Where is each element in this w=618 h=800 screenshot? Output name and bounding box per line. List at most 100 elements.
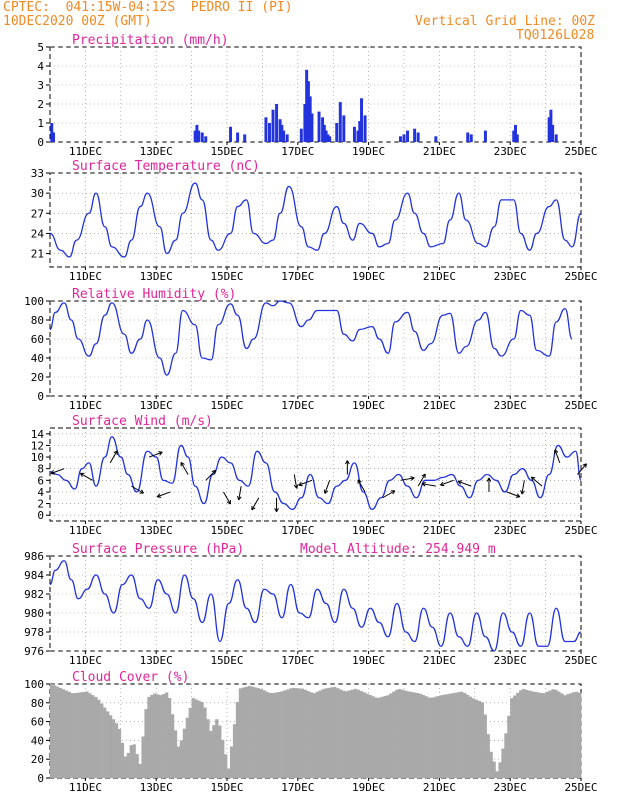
cloud-bar [439,695,443,778]
cloud-bar [533,691,538,778]
cloud-bar [477,700,481,778]
cloud-bar [173,730,178,778]
cloud-bar [436,696,440,778]
temp-ytick-label: 33 [31,167,44,180]
precip-bar [322,124,326,142]
cloud-bar [510,698,514,778]
precip-bar [197,130,201,142]
cloud-bar [563,695,567,778]
cloud-bar [247,686,251,778]
precip-bar [324,130,328,142]
precip-bar [305,69,309,142]
precip-bar [413,128,417,142]
temp-ytick-label: 30 [31,187,44,200]
cloud-bar [386,695,390,778]
rh-ytick-label: 60 [31,333,44,346]
cloud-bar [353,688,358,778]
wind-arrow [223,491,231,505]
cloud-bar [560,693,564,778]
pres-xtick-label: 11DEC [69,654,102,667]
cloud-bar [406,691,411,778]
cloud-bar [232,724,237,778]
wind-arrow [109,450,118,464]
pres-series-line [49,560,582,652]
cloud-bar [347,690,352,778]
cloud-bar [498,762,502,778]
wind-arrow [180,462,189,475]
cloud-bar [120,742,125,778]
cloud-bar [463,692,467,778]
wind-arrow [357,479,366,493]
cloud-bar [542,693,546,778]
rh-xtick-label: 25DEC [564,399,597,412]
pres-title: Surface Pressure (hPa) [72,542,244,557]
precip-bar [303,104,307,142]
wind-arrowhead [226,500,231,505]
cloud-bar [123,756,127,778]
wind-arrowhead [236,495,242,501]
pres-ytick-label: 984 [24,569,44,582]
cloud-bar [345,691,349,778]
cloud-bar [271,693,275,778]
cloud-bar [82,691,86,778]
precip-bar [356,130,360,142]
wind-arrowhead [323,489,329,494]
cloud-bar [200,702,204,778]
cloud-bar [324,688,328,778]
cloud-bar [288,688,293,778]
wind-arrowhead [421,481,427,487]
cloud-bar [415,692,420,778]
cloud-bar [191,698,195,778]
cloud-bar [572,692,576,778]
cloud-bar [480,702,484,778]
precip-xtick-label: 23DEC [494,145,527,158]
cloud-bar [554,689,558,778]
cloud-xtick-label: 13DEC [140,781,173,794]
cloud-bar [100,703,104,778]
rh-ytick-label: 80 [31,314,44,327]
cloud-bar [430,697,434,778]
precip-bar [278,119,282,142]
cloud-bar [569,693,573,778]
precip-title: Precipitation (mm/h) [72,33,229,48]
temp-xtick-label: 17DEC [281,270,314,283]
cloud-bar [150,694,154,778]
wind-ytick-label: 6 [37,474,44,487]
cloud-bar [265,691,269,778]
cloud-bar [58,687,63,778]
wind-arrowhead [251,505,256,511]
cloud-bar [309,692,313,778]
cloud-bar [522,689,526,778]
precip-frame [49,46,582,143]
precip-bar [406,130,410,142]
wind-arrow [205,470,217,481]
cloud-bar [194,699,198,778]
cloud-bar [206,719,210,778]
pres-xtick-label: 13DEC [140,654,173,667]
cloud-bar [412,692,417,778]
precip-bar [193,130,197,142]
cloud-bar [551,689,555,778]
precip-bar [275,104,279,142]
wind-title: Surface Wind (m/s) [72,414,213,429]
precip-bar [326,134,330,142]
temp-xtick-label: 11DEC [69,270,102,283]
precip-xtick-label: 19DEC [352,145,385,158]
precip-bar [469,134,473,142]
wind-arrowhead [298,481,303,487]
wind-arrow [157,491,171,498]
wind-arrow [521,480,525,495]
model-id: TQ0126L028 [516,28,595,43]
precip-bar [335,123,339,142]
precip-bar [299,128,303,142]
cloud-bar [371,696,375,778]
cloud-xtick-label: 17DEC [281,781,314,794]
wind-arrowhead [421,473,426,479]
wind-arrow [382,490,396,499]
cloud-bar [392,691,396,778]
wind-arrowhead [553,449,559,454]
wind-arrow [251,497,260,511]
precip-ytick-label: 0 [37,136,44,149]
cloud-bar [250,686,254,778]
cloud-ytick-label: 80 [31,697,44,710]
